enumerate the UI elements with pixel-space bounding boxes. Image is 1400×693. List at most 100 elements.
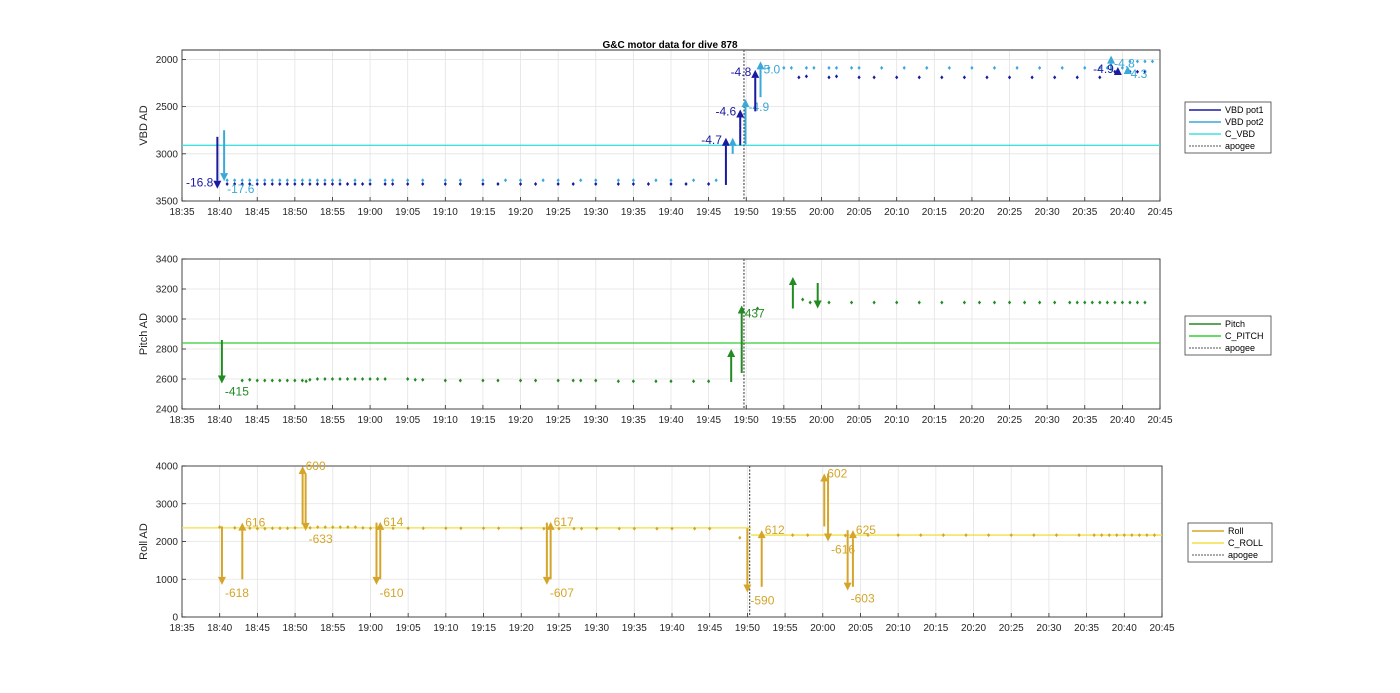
roll-arrow-label: 600	[306, 459, 326, 473]
roll-data-point	[843, 533, 847, 538]
vbd-x-tick-label: 18:55	[320, 207, 345, 218]
vbd-data-point	[1075, 75, 1079, 80]
roll-x-tick-label: 19:10	[433, 623, 458, 634]
pitch-data-point	[977, 300, 982, 305]
vbd-y-tick-label: 3000	[156, 149, 179, 160]
vbd-data-point	[285, 178, 289, 183]
roll-x-tick-label: 18:45	[245, 623, 270, 634]
roll-data-point	[1115, 533, 1119, 538]
pitch-y-tick-label: 3400	[156, 255, 179, 266]
roll-arrow-label: -607	[550, 586, 574, 600]
vbd-arrow-head	[1113, 66, 1122, 75]
pitch-data-point	[496, 378, 500, 383]
pitch-y-tick-label: 2400	[156, 405, 179, 416]
vbd-arrow-head	[721, 137, 730, 146]
vbd-arrow-head	[756, 61, 765, 70]
roll-data-point	[263, 526, 267, 531]
roll-x-tick-label: 19:25	[546, 623, 571, 634]
roll-x-tick-label: 20:05	[848, 623, 873, 634]
pitch-x-tick-label: 19:45	[696, 415, 721, 426]
vbd-data-point	[902, 65, 906, 70]
vbd-x-tick-label: 19:25	[546, 207, 571, 218]
vbd-data-point	[315, 182, 320, 187]
roll-data-point	[1107, 533, 1111, 538]
vbd-data-point	[594, 182, 598, 187]
pitch-x-tick-label: 20:30	[1035, 415, 1060, 426]
vbd-data-point	[684, 182, 688, 187]
roll-arrow-head	[820, 473, 829, 482]
vbd-data-point	[992, 65, 997, 70]
vbd-data-point	[1135, 69, 1140, 74]
vbd-data-point	[925, 65, 929, 70]
vbd-data-point	[789, 65, 793, 70]
pitch-data-point	[895, 300, 899, 305]
pitch-legend-label: C_PITCH	[1225, 331, 1264, 341]
vbd-x-tick-label: 19:50	[734, 207, 759, 218]
roll-arrow-label: 612	[765, 523, 785, 537]
roll-x-tick-label: 19:00	[358, 623, 383, 634]
roll-arrow-head	[376, 521, 385, 530]
roll-data-point	[987, 533, 991, 538]
roll-arrow-head	[824, 533, 833, 542]
pitch-legend-label: apogee	[1225, 343, 1255, 353]
roll-data-point	[670, 526, 674, 531]
pitch-arrow-head	[788, 277, 797, 285]
roll-data-point	[655, 526, 659, 531]
roll-y-tick-label: 1000	[156, 575, 179, 586]
pitch-data-point	[755, 306, 760, 311]
vbd-data-point	[285, 182, 289, 187]
roll-data-point	[233, 525, 237, 530]
vbd-data-point	[1030, 75, 1034, 80]
roll-data-point	[791, 533, 795, 538]
roll-data-point	[218, 525, 222, 530]
roll-data-point	[1130, 533, 1134, 538]
roll-data-point	[632, 526, 636, 531]
vbd-data-point	[962, 75, 966, 80]
roll-arrow-head	[743, 584, 752, 593]
pitch-x-tick-label: 20:05	[847, 415, 872, 426]
pitch-data-point	[518, 378, 523, 383]
pitch-data-point	[360, 377, 365, 381]
vbd-data-point	[353, 178, 357, 183]
vbd-data-point	[263, 178, 267, 183]
pitch-panel: 18:35 18:40 18:45 18:50 18:55 19:00 19:05 19:10…	[138, 255, 1272, 426]
vbd-x-tick-label: 20:10	[884, 207, 909, 218]
pitch-data-point	[263, 378, 267, 383]
vbd-data-point	[1128, 59, 1132, 64]
pitch-data-point	[1120, 300, 1124, 305]
vbd-data-point	[233, 178, 237, 183]
pitch-x-tick-label: 20:45	[1147, 415, 1172, 426]
vbd-data-point	[579, 178, 583, 183]
pitch-data-point	[338, 377, 342, 381]
pitch-data-point	[1007, 300, 1012, 305]
roll-x-tick-label: 19:20	[509, 623, 534, 634]
pitch-data-point	[1113, 300, 1117, 305]
roll-y-tick-label: 4000	[156, 462, 179, 473]
pitch-x-tick-label: 18:35	[169, 415, 194, 426]
roll-data-point	[497, 526, 501, 531]
pitch-x-tick-label: 18:40	[207, 415, 232, 426]
vbd-data-point	[970, 65, 974, 70]
vbd-x-tick-label: 19:55	[771, 207, 796, 218]
vbd-data-point	[278, 178, 282, 183]
roll-data-point	[1077, 533, 1081, 538]
roll-arrow-label: -633	[309, 532, 333, 546]
vbd-data-point	[804, 74, 809, 79]
vbd-data-point	[1038, 65, 1042, 70]
vbd-x-tick-label: 18:50	[282, 207, 307, 218]
vbd-x-tick-label: 20:45	[1147, 207, 1172, 218]
vbd-data-point	[278, 182, 282, 187]
pitch-data-point	[304, 379, 308, 384]
vbd-x-tick-label: 19:00	[358, 207, 383, 218]
pitch-data-point	[421, 377, 425, 382]
vbd-x-tick-label: 20:30	[1035, 207, 1060, 218]
vbd-data-point	[1060, 65, 1064, 70]
vbd-data-point	[767, 65, 771, 70]
roll-data-point	[941, 533, 945, 538]
vbd-y-tick-label: 2000	[156, 55, 179, 66]
vbd-data-point	[345, 182, 350, 187]
roll-data-point	[1032, 533, 1036, 538]
roll-data-point	[806, 533, 810, 538]
vbd-arrow-label: -16.8	[186, 176, 214, 190]
vbd-x-tick-label: 20:40	[1110, 207, 1135, 218]
